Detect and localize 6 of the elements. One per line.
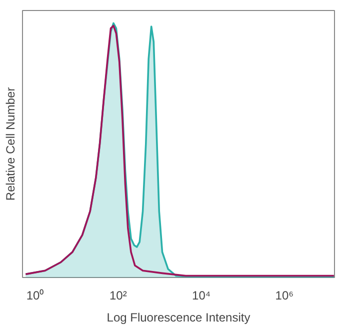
- x-axis-title: Log Fluorescence Intensity: [106, 310, 250, 324]
- x-tick-label: 10⁴: [192, 288, 211, 302]
- x-tick-label: 10²: [109, 288, 127, 302]
- x-tick-label: 10⁶: [275, 288, 294, 302]
- x-tick-label: 10⁰: [26, 288, 44, 302]
- y-axis-title: Relative Cell Number: [4, 87, 18, 201]
